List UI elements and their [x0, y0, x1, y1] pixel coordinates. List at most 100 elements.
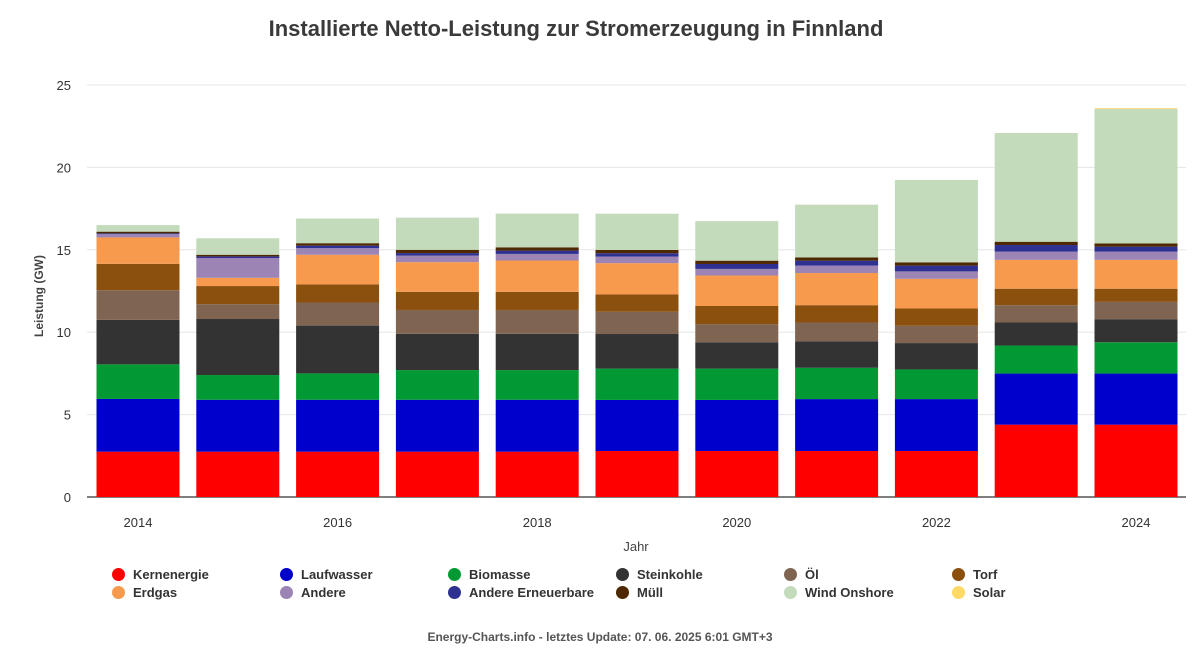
- bar-segment[interactable]: [1094, 259, 1178, 289]
- bar-segment[interactable]: [495, 250, 579, 254]
- bar-segment[interactable]: [395, 253, 479, 256]
- bar-segment[interactable]: [595, 399, 679, 452]
- bar-segment[interactable]: [595, 294, 679, 312]
- bar-segment[interactable]: [196, 277, 280, 287]
- legend-item[interactable]: Torf: [952, 566, 1120, 582]
- bar-segment[interactable]: [495, 291, 579, 310]
- bar-segment[interactable]: [296, 284, 380, 303]
- bar-segment[interactable]: [96, 398, 180, 452]
- bar-segment[interactable]: [196, 238, 280, 255]
- bar-segment[interactable]: [1094, 424, 1178, 497]
- bar-segment[interactable]: [695, 324, 779, 343]
- bar-segment[interactable]: [395, 451, 479, 497]
- bar-segment[interactable]: [795, 257, 879, 261]
- bar-segment[interactable]: [795, 341, 879, 368]
- bar-segment[interactable]: [894, 399, 978, 452]
- bar-segment[interactable]: [695, 342, 779, 369]
- bar-segment[interactable]: [894, 179, 978, 263]
- bar-segment[interactable]: [495, 451, 579, 497]
- bar-segment[interactable]: [795, 399, 879, 452]
- bar-segment[interactable]: [595, 368, 679, 400]
- legend-item[interactable]: Öl: [784, 566, 952, 582]
- legend-item[interactable]: Laufwasser: [280, 566, 448, 582]
- bar-segment[interactable]: [296, 325, 380, 374]
- bar-segment[interactable]: [296, 245, 380, 249]
- bar-segment[interactable]: [795, 322, 879, 342]
- bar-segment[interactable]: [196, 399, 280, 452]
- bar-segment[interactable]: [96, 290, 180, 320]
- bar-segment[interactable]: [495, 253, 579, 261]
- bar-segment[interactable]: [196, 451, 280, 497]
- bar-segment[interactable]: [795, 367, 879, 400]
- bar-segment[interactable]: [495, 309, 579, 334]
- bar-segment[interactable]: [595, 311, 679, 335]
- bar-segment[interactable]: [795, 273, 879, 306]
- bar-segment[interactable]: [894, 262, 978, 266]
- bar-segment[interactable]: [894, 325, 978, 344]
- bar-segment[interactable]: [894, 271, 978, 279]
- bar-segment[interactable]: [695, 305, 779, 325]
- bar-segment[interactable]: [994, 251, 1078, 260]
- bar-segment[interactable]: [395, 333, 479, 371]
- bar-segment[interactable]: [1094, 373, 1178, 425]
- bar-segment[interactable]: [196, 286, 280, 305]
- bar-segment[interactable]: [994, 245, 1078, 252]
- bar-segment[interactable]: [894, 369, 978, 400]
- bar-segment[interactable]: [894, 278, 978, 309]
- bar-segment[interactable]: [894, 308, 978, 326]
- legend-item[interactable]: Solar: [952, 584, 1120, 600]
- bar-segment[interactable]: [395, 370, 479, 400]
- bar-segment[interactable]: [1094, 109, 1178, 244]
- bar-segment[interactable]: [296, 399, 380, 452]
- bar-segment[interactable]: [994, 288, 1078, 306]
- bar-segment[interactable]: [994, 322, 1078, 346]
- bar-segment[interactable]: [96, 451, 180, 497]
- bar-segment[interactable]: [1094, 108, 1178, 110]
- bar-segment[interactable]: [196, 304, 280, 320]
- bar-segment[interactable]: [196, 258, 280, 278]
- bar-segment[interactable]: [994, 373, 1078, 425]
- bar-segment[interactable]: [495, 333, 579, 371]
- legend-item[interactable]: Erdgas: [112, 584, 280, 600]
- bar-segment[interactable]: [994, 305, 1078, 323]
- bar-segment[interactable]: [96, 237, 180, 264]
- bar-segment[interactable]: [1094, 243, 1178, 247]
- bar-segment[interactable]: [1094, 251, 1178, 260]
- bar-segment[interactable]: [695, 451, 779, 497]
- bar-segment[interactable]: [495, 370, 579, 400]
- bar-segment[interactable]: [595, 256, 679, 264]
- bar-segment[interactable]: [994, 132, 1078, 242]
- bar-segment[interactable]: [795, 265, 879, 274]
- bar-segment[interactable]: [1094, 301, 1178, 320]
- bar-segment[interactable]: [595, 213, 679, 250]
- bar-segment[interactable]: [595, 263, 679, 295]
- bar-segment[interactable]: [595, 334, 679, 369]
- bar-segment[interactable]: [1094, 342, 1178, 374]
- bar-segment[interactable]: [96, 263, 180, 291]
- bar-segment[interactable]: [495, 247, 579, 251]
- bar-segment[interactable]: [994, 241, 1078, 246]
- bar-segment[interactable]: [296, 218, 380, 244]
- bar-segment[interactable]: [395, 217, 479, 250]
- bar-segment[interactable]: [96, 234, 180, 238]
- bar-segment[interactable]: [1094, 288, 1178, 302]
- bar-segment[interactable]: [695, 268, 779, 276]
- bar-segment[interactable]: [695, 260, 779, 264]
- bar-segment[interactable]: [695, 221, 779, 261]
- bar-segment[interactable]: [96, 233, 180, 235]
- legend-item[interactable]: Andere: [280, 584, 448, 600]
- bar-segment[interactable]: [296, 248, 380, 255]
- bar-segment[interactable]: [1094, 246, 1178, 252]
- bar-segment[interactable]: [296, 451, 380, 497]
- bar-segment[interactable]: [296, 254, 380, 285]
- legend-item[interactable]: Steinkohle: [616, 566, 784, 582]
- bar-segment[interactable]: [894, 451, 978, 497]
- bar-segment[interactable]: [994, 345, 1078, 374]
- bar-segment[interactable]: [695, 263, 779, 269]
- bar-segment[interactable]: [495, 260, 579, 292]
- bar-segment[interactable]: [395, 249, 479, 254]
- bar-segment[interactable]: [894, 343, 978, 370]
- bar-segment[interactable]: [395, 309, 479, 334]
- bar-segment[interactable]: [695, 368, 779, 400]
- bar-segment[interactable]: [196, 256, 280, 259]
